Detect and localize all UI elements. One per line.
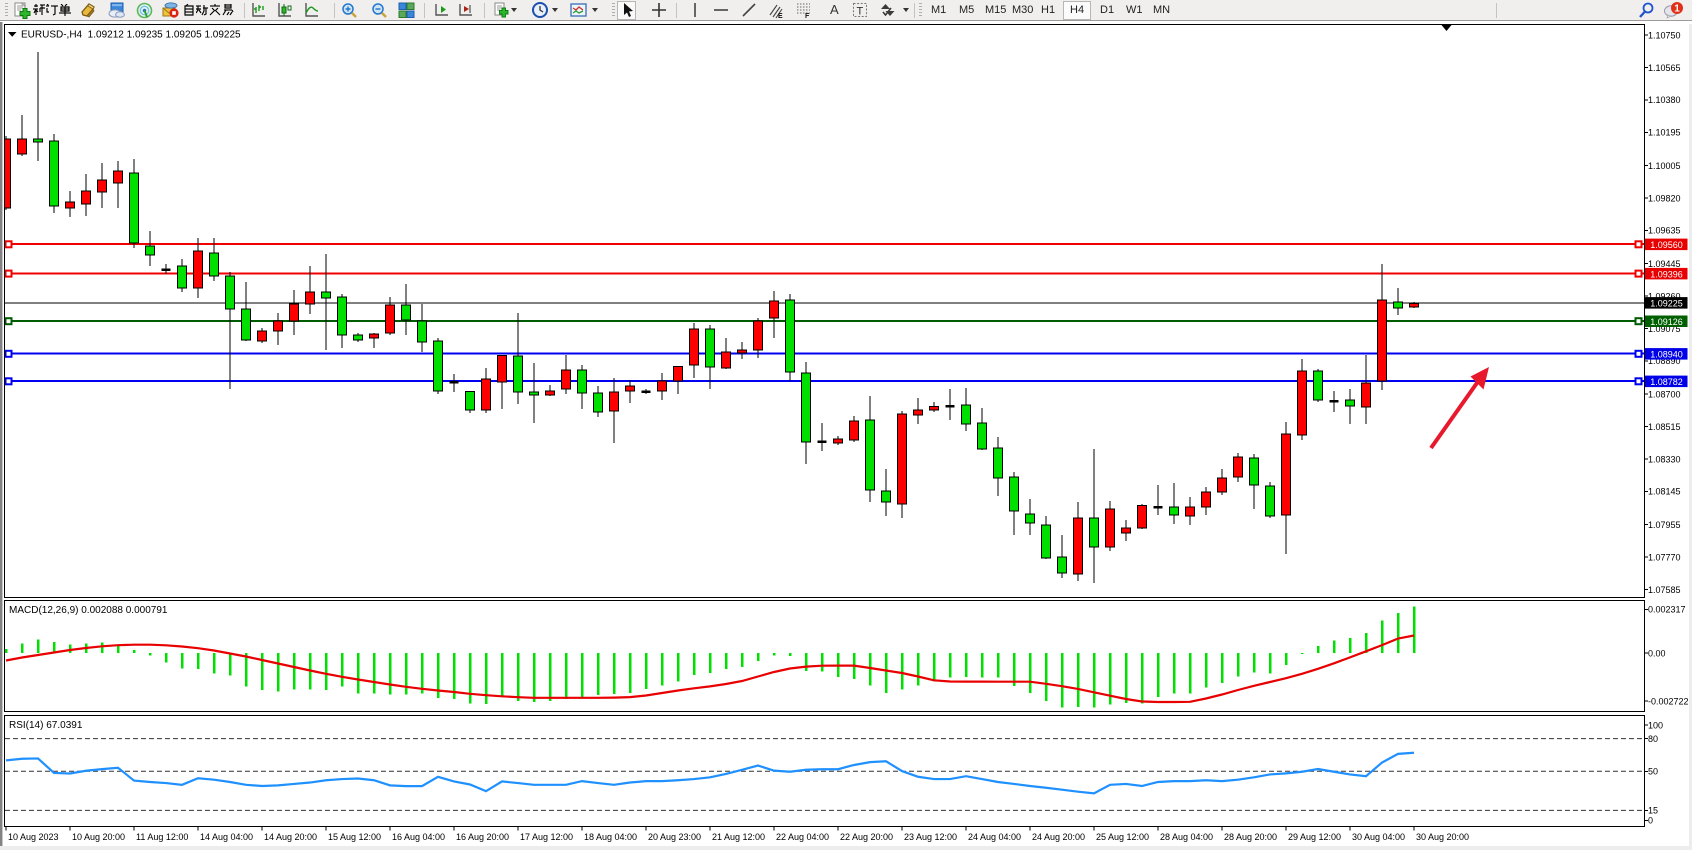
svg-text:1.08515: 1.08515 [1648,422,1681,432]
svg-text:28 Aug 04:00: 28 Aug 04:00 [1160,832,1213,842]
svg-text:1.10750: 1.10750 [1648,30,1681,40]
svg-text:22 Aug 04:00: 22 Aug 04:00 [776,832,829,842]
svg-text:28 Aug 20:00: 28 Aug 20:00 [1224,832,1277,842]
svg-text:1.09635: 1.09635 [1648,226,1681,236]
svg-text:29 Aug 12:00: 29 Aug 12:00 [1288,832,1341,842]
svg-text:1.09396: 1.09396 [1650,269,1683,279]
svg-text:E: E [778,13,783,19]
svg-text:F: F [805,13,810,19]
svg-text:10 Aug 20:00: 10 Aug 20:00 [72,832,125,842]
svg-text:15 Aug 12:00: 15 Aug 12:00 [328,832,381,842]
svg-text:14 Aug 04:00: 14 Aug 04:00 [200,832,253,842]
svg-text:11 Aug 12:00: 11 Aug 12:00 [136,832,188,842]
svg-text:21 Aug 12:00: 21 Aug 12:00 [712,832,765,842]
svg-text:1.07585: 1.07585 [1648,585,1681,595]
svg-text:23 Aug 12:00: 23 Aug 12:00 [904,832,957,842]
svg-text:1.09560: 1.09560 [1650,240,1683,250]
svg-text:10 Aug 2023: 10 Aug 2023 [8,832,59,842]
svg-text:1.08890: 1.08890 [1648,356,1681,366]
svg-text:24 Aug 20:00: 24 Aug 20:00 [1032,832,1085,842]
svg-text:1.08940: 1.08940 [1650,350,1683,360]
svg-text:0.002317: 0.002317 [1648,605,1686,615]
svg-text:16 Aug 20:00: 16 Aug 20:00 [456,832,509,842]
svg-text:1.09445: 1.09445 [1648,259,1681,269]
svg-text:50: 50 [1648,767,1658,777]
svg-text:1.07955: 1.07955 [1648,520,1681,530]
svg-text:1.08330: 1.08330 [1648,454,1681,464]
svg-text:1.10565: 1.10565 [1648,63,1681,73]
svg-text:1.09126: 1.09126 [1650,317,1683,327]
svg-text:EURUSD-,H4 1.09212 1.09235 1.: EURUSD-,H4 1.09212 1.09235 1.09205 1.092… [21,30,241,41]
svg-text:RSI(14) 67.0391: RSI(14) 67.0391 [9,720,83,731]
svg-text:1.10380: 1.10380 [1648,95,1681,105]
svg-text:1.09225: 1.09225 [1650,299,1683,309]
svg-text:0: 0 [1648,816,1653,826]
svg-text:30 Aug 04:00: 30 Aug 04:00 [1352,832,1405,842]
svg-text:1.10195: 1.10195 [1648,128,1681,138]
svg-text:17 Aug 12:00: 17 Aug 12:00 [520,832,573,842]
svg-text:1: 1 [1674,3,1680,14]
svg-text:80: 80 [1648,734,1658,744]
svg-text:MACD(12,26,9) 0.002088 0.00079: MACD(12,26,9) 0.002088 0.000791 [9,605,168,616]
svg-text:16 Aug 04:00: 16 Aug 04:00 [392,832,445,842]
svg-text:24 Aug 04:00: 24 Aug 04:00 [968,832,1021,842]
svg-text:1.09260: 1.09260 [1648,291,1681,301]
svg-text:1.08145: 1.08145 [1648,487,1681,497]
svg-text:100: 100 [1648,720,1663,730]
svg-text:18 Aug 04:00: 18 Aug 04:00 [584,832,637,842]
svg-text:20 Aug 23:00: 20 Aug 23:00 [648,832,701,842]
svg-text:1.08782: 1.08782 [1650,377,1683,387]
svg-text:1.07770: 1.07770 [1648,552,1681,562]
svg-text:T: T [857,6,864,18]
svg-text:1.09075: 1.09075 [1648,324,1681,334]
svg-text:1.08700: 1.08700 [1648,390,1681,400]
svg-text:25 Aug 12:00: 25 Aug 12:00 [1096,832,1149,842]
svg-text:30 Aug 20:00: 30 Aug 20:00 [1416,832,1469,842]
svg-text:1.10005: 1.10005 [1648,161,1681,171]
svg-text:15: 15 [1648,806,1658,816]
svg-text:0.00: 0.00 [1648,648,1666,658]
svg-text:-0.002722: -0.002722 [1648,696,1689,706]
svg-text:1.09820: 1.09820 [1648,193,1681,203]
svg-text:22 Aug 20:00: 22 Aug 20:00 [840,832,893,842]
svg-text:14 Aug 20:00: 14 Aug 20:00 [264,832,317,842]
